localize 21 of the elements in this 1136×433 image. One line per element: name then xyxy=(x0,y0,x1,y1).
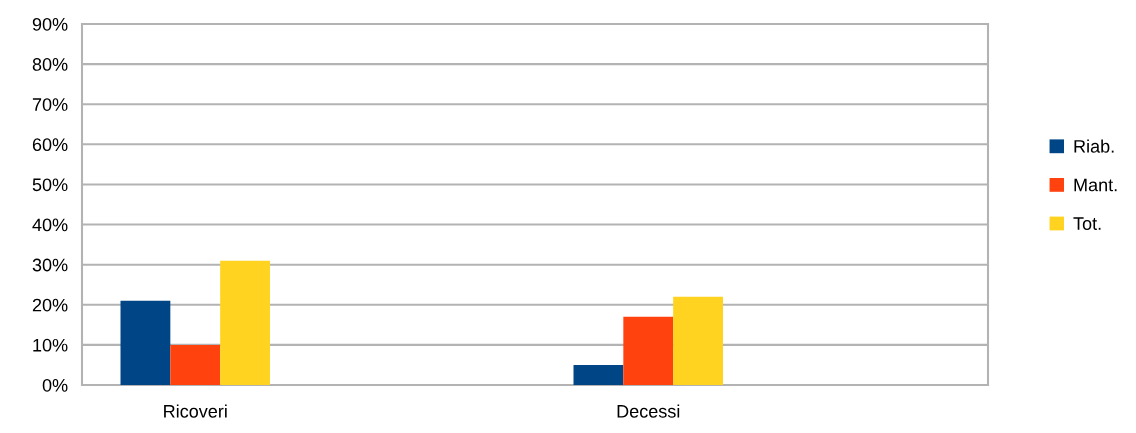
y-tick-label: 90% xyxy=(32,17,68,31)
y-tick-label: 10% xyxy=(33,338,68,352)
bar xyxy=(623,316,674,385)
bar xyxy=(573,364,624,385)
bar xyxy=(170,344,221,385)
x-tick-label: Ricoveri xyxy=(164,404,227,418)
legend-label: Riab. xyxy=(1074,139,1114,153)
x-tick-label: Decessi xyxy=(617,404,680,418)
legend-label: Mant. xyxy=(1074,178,1117,192)
y-tick-label: 40% xyxy=(32,218,68,232)
y-tick-label: 70% xyxy=(32,98,68,111)
y-tick-label: 30% xyxy=(32,258,68,272)
y-tick-label: 20% xyxy=(32,298,68,312)
y-tick-label: 50% xyxy=(32,178,68,192)
bar xyxy=(220,260,270,385)
legend-label: Tot. xyxy=(1073,217,1101,230)
y-tick-label: 0% xyxy=(42,378,68,392)
bar xyxy=(673,296,723,385)
y-tick-label: 80% xyxy=(32,58,68,71)
y-tick-label: 60% xyxy=(32,138,68,152)
bar xyxy=(120,300,171,385)
